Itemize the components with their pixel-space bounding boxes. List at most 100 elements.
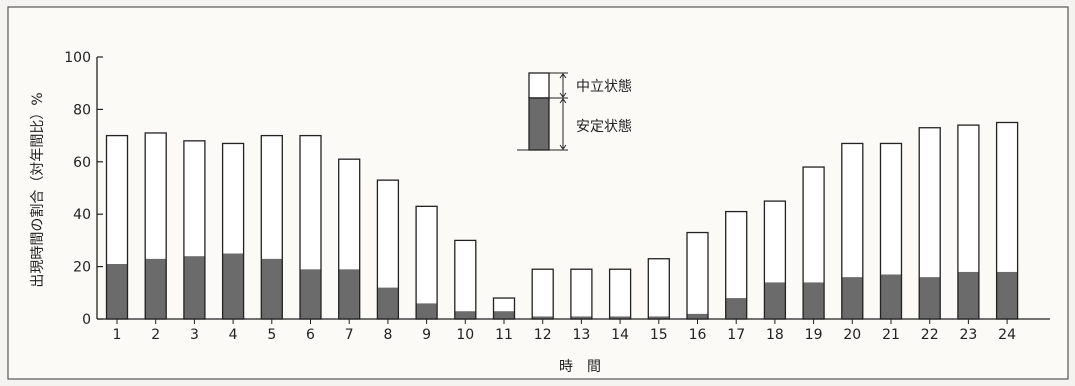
bar-neutral-segment (957, 125, 979, 272)
x-tick-label: 2 (151, 327, 160, 343)
bar-outline (338, 158, 361, 320)
bar-stable-segment (841, 277, 863, 319)
x-tick-label: 7 (345, 327, 354, 343)
bar-neutral-segment (222, 143, 244, 254)
bar-neutral-segment (532, 269, 554, 317)
x-tick-label: 12 (534, 327, 552, 343)
bar-stable-segment (880, 274, 902, 319)
x-tick-label: 16 (689, 327, 707, 343)
bar-stable-segment (570, 316, 592, 319)
x-tick-label: 21 (882, 327, 900, 343)
y-tick-label: 80 (73, 102, 91, 118)
bar-outline (454, 239, 477, 320)
bar-outline (260, 134, 283, 320)
bar-outline (763, 200, 787, 320)
bar-stable-segment (145, 258, 167, 319)
bar-stable-segment (261, 258, 283, 319)
bar-stable-segment (957, 271, 979, 319)
bar-outline (183, 140, 206, 320)
bar-neutral-segment (803, 167, 825, 283)
x-tick-label: 3 (190, 327, 199, 343)
y-tick-label: 100 (64, 50, 91, 66)
bar-neutral-segment (493, 298, 515, 312)
x-tick-label: 13 (572, 327, 590, 343)
y-tick-label: 0 (82, 312, 91, 328)
bar-outline (802, 166, 825, 320)
bar-stable-segment (416, 303, 438, 319)
y-tick-label: 40 (73, 207, 91, 223)
bar-outline (686, 231, 709, 320)
bar-neutral-segment (841, 143, 863, 278)
figure-frame (7, 6, 1069, 380)
x-tick-label: 19 (805, 327, 823, 343)
bar-neutral-segment (261, 135, 283, 259)
bar-outline (570, 268, 593, 320)
bar-stable-segment (919, 277, 941, 319)
x-tick-labels: 1 2 3 4 5 6 7 8 9 10 11 12 13 14 15 16 17 18 19 20 21 22 23 24 (113, 327, 1017, 343)
bar-outline (299, 134, 322, 320)
bar-stable-segment (609, 316, 631, 319)
y-tick-labels: 0 20 40 60 80 100 (64, 50, 91, 328)
bar-neutral-segment (377, 180, 399, 288)
x-tick-label: 23 (959, 327, 977, 343)
bar-outline (531, 268, 554, 320)
x-tick-label: 22 (921, 327, 939, 343)
x-tick-label: 10 (456, 327, 474, 343)
x-tick-label: 4 (229, 327, 238, 343)
bar-neutral-segment (609, 269, 631, 317)
bar-neutral-segment (648, 258, 670, 317)
bar-neutral-segment (919, 127, 941, 278)
x-tick-label: 11 (495, 327, 513, 343)
x-tick-label: 1 (113, 327, 122, 343)
bar-stable-segment (106, 263, 128, 319)
bar-outline (725, 210, 748, 320)
bar-stable-segment (454, 311, 476, 319)
x-tick-label: 15 (650, 327, 668, 343)
legend-label-neutral: 中立状態 (576, 79, 632, 95)
bar-neutral-segment (145, 132, 167, 259)
bar-outline (647, 258, 670, 320)
bar-outline (957, 124, 980, 320)
x-axis-label: 時 間 (559, 359, 601, 375)
bar-stable-segment (648, 316, 670, 319)
legend-label-stable: 安定状態 (576, 119, 632, 135)
legend-arrowheads (559, 73, 567, 150)
bar-outline (144, 132, 167, 320)
bar-stable-segment (338, 269, 360, 319)
bar-outline (841, 142, 864, 320)
x-tick-label: 14 (611, 327, 629, 343)
bar-neutral-segment (570, 269, 592, 317)
bar-stable-segment (725, 298, 747, 319)
bar-stable-segment (764, 282, 786, 319)
bar-stable-segment (222, 253, 244, 319)
bar-outline (221, 142, 245, 320)
bar-neutral-segment (454, 240, 476, 312)
x-tick-label: 17 (727, 327, 745, 343)
bar-stable-segment (300, 269, 321, 319)
bar-outline (608, 268, 632, 320)
legend: 中立状態 安定状態 (517, 72, 632, 151)
bar-neutral-segment (300, 135, 321, 270)
x-tick-label: 8 (383, 327, 392, 343)
y-tick-label: 60 (73, 155, 91, 171)
bar-neutral-segment (416, 206, 438, 304)
bar-outline (376, 179, 400, 320)
bar-neutral-segment (764, 201, 786, 283)
x-tick-label: 5 (267, 327, 276, 343)
bar-outline (105, 134, 129, 320)
legend-swatch-neutral (528, 72, 550, 99)
bar-outline (995, 121, 1019, 320)
x-tick-label: 6 (306, 327, 315, 343)
bar-neutral-segment (183, 140, 205, 257)
bar-stable-segment (377, 287, 399, 319)
x-tick-label: 18 (766, 327, 784, 343)
y-tick-label: 20 (73, 260, 91, 276)
bar-stable-segment (183, 256, 205, 319)
bar-neutral-segment (338, 159, 360, 270)
x-tick-label: 20 (843, 327, 861, 343)
bar-stable-segment (803, 282, 825, 319)
bar-outline (415, 205, 438, 320)
bar-stable-segment (532, 316, 554, 319)
